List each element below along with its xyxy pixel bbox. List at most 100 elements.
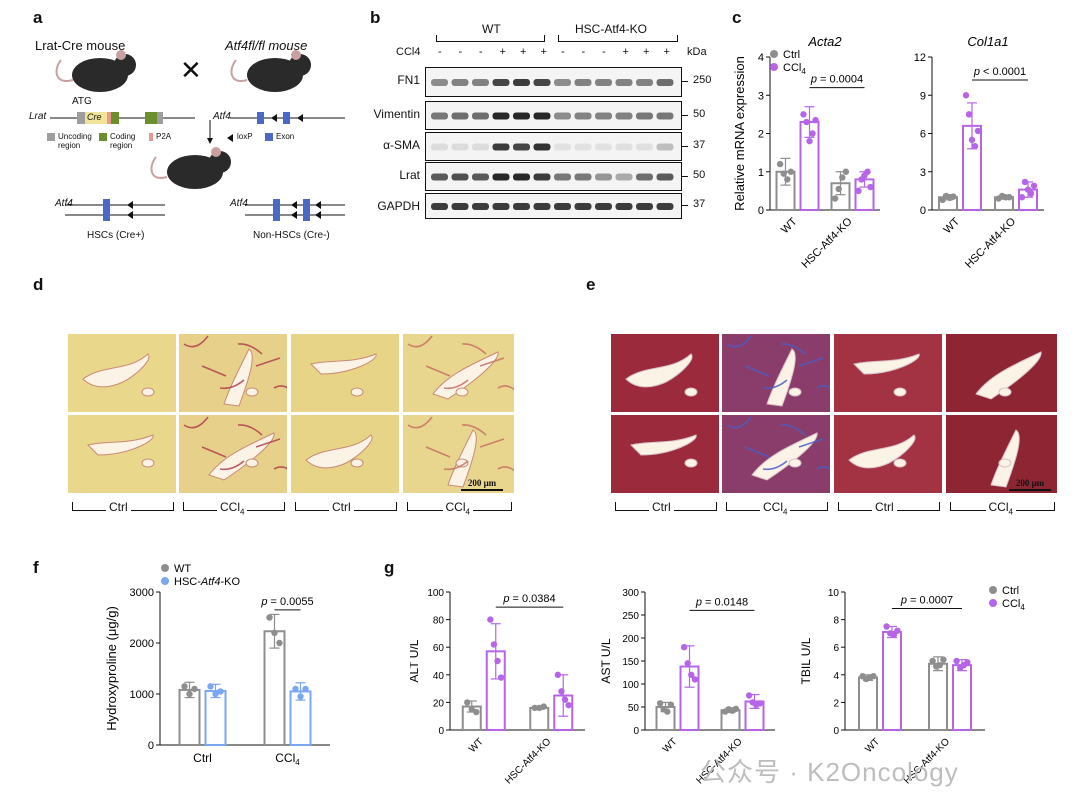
blot-band [636, 203, 653, 210]
ccl4-sign: + [643, 46, 650, 58]
p-value-label: p = 0.0384 [502, 593, 555, 605]
legend-label: CCl4 [1002, 598, 1025, 612]
micrograph-0-3 [403, 334, 514, 412]
fibrosis-strand [407, 416, 433, 429]
subscript-4: 4 [1020, 603, 1025, 612]
y-tick-label: 50 [628, 703, 640, 714]
blot-band [656, 143, 674, 151]
lrat-cre-mouse-label: Lrat-Cre mouse [35, 38, 126, 53]
blot-band [554, 79, 571, 86]
y-tick-label: 0 [920, 205, 926, 217]
blot-kda-tick-1 [682, 114, 688, 116]
blot-band [492, 173, 510, 181]
fibrosis-strand [780, 343, 806, 355]
data-point [561, 696, 569, 703]
legend-exon: Exon [276, 132, 295, 141]
panel-d-header-wt: WT [167, 309, 188, 324]
vessel-lumen [455, 458, 469, 468]
y-tick-label: 10 [828, 588, 840, 599]
data-point [302, 685, 309, 693]
legend-uncoding-region: Uncoding region [58, 132, 92, 150]
data-point [784, 176, 791, 183]
blot-kda-1: 50 [693, 107, 706, 120]
vessel-lumen [245, 387, 259, 397]
data-point [968, 136, 976, 144]
vessel-lumen [893, 458, 907, 468]
panel-d-header-ko: HSC-Atf4-KO [363, 309, 442, 324]
data-point [962, 92, 970, 99]
data-point [940, 656, 947, 663]
data-point [883, 623, 890, 630]
blot-band [615, 112, 633, 120]
data-point [490, 641, 498, 648]
ccl4-sign: + [622, 46, 629, 58]
x-tick-label: WT [661, 736, 680, 755]
data-point [929, 657, 936, 665]
y-tick-label: 150 [622, 657, 639, 668]
data-point [691, 676, 699, 683]
vessel-lumen [350, 458, 364, 468]
data-point [950, 193, 957, 200]
y-tick-label: 0 [438, 726, 444, 737]
data-point [776, 160, 784, 168]
panel-f-chart: 0 1000 2000 3000 Hydroxyproline (μg/g) Ctrl CC… [104, 563, 330, 767]
y-tick-label: 60 [433, 643, 445, 654]
data-point [684, 660, 691, 667]
bar [952, 664, 972, 731]
y-tick-label: 250 [622, 611, 639, 622]
y-tick-label: 6 [833, 643, 839, 654]
micrograph-0-0 [611, 334, 719, 412]
blot-band [431, 79, 448, 86]
y-tick-label: 100 [427, 588, 444, 599]
data-point [531, 704, 538, 712]
y-axis-label: ALT U/L [410, 639, 421, 682]
blot-kda-tick-2 [682, 145, 688, 147]
data-point [558, 688, 565, 695]
data-point [667, 701, 675, 708]
data-point [688, 671, 695, 678]
blot-band [595, 203, 612, 210]
blot-band [656, 173, 674, 181]
vessel-lumen [310, 353, 377, 375]
legend-marker [770, 63, 778, 71]
blot-band [554, 173, 571, 181]
subscript-4: 4 [465, 507, 470, 517]
vessel-lumen [766, 348, 796, 407]
panel-d-scale-bar: 200 μm [461, 478, 503, 491]
panel-e-group-3: CCl4 [985, 500, 1016, 517]
subscript-4: 4 [801, 67, 806, 76]
vessel-lumen [788, 387, 802, 397]
blot-band [574, 203, 592, 210]
blot-kda-2: 37 [693, 138, 706, 151]
data-point [756, 700, 764, 707]
bar [858, 676, 878, 731]
data-point [780, 170, 787, 177]
blot-band [513, 143, 530, 151]
micrograph-1-0 [611, 415, 719, 493]
legend-coding-region: Coding region [110, 132, 136, 150]
y-tick-label: 4 [758, 52, 764, 64]
data-point [181, 683, 188, 690]
y-tick-label: 2000 [130, 638, 154, 650]
blot-band [533, 79, 551, 86]
panel-d-group-1: CCl4 [217, 500, 248, 517]
blot-label-2: α-SMA [383, 138, 420, 152]
legend-label: WT [174, 563, 191, 575]
data-point [965, 111, 973, 118]
p-value-label: p = 0.0007 [900, 595, 953, 607]
blot-band [451, 203, 469, 210]
mouse-left-icon [55, 50, 136, 92]
fibrosis-strand [744, 365, 770, 377]
fibrosis-strand [273, 385, 287, 389]
fibrosis-strand [479, 357, 505, 367]
y-tick-label: 40 [433, 671, 445, 682]
vessel-lumen [684, 458, 698, 468]
blot-band [472, 79, 489, 86]
blot-band [656, 112, 674, 120]
data-point [864, 168, 871, 175]
panel-e-histology: WT HSC-Atf4-KO 200 μm [611, 303, 1057, 518]
fibrosis-strand [201, 365, 227, 377]
blot-band [615, 79, 633, 86]
blot-band [574, 79, 592, 86]
